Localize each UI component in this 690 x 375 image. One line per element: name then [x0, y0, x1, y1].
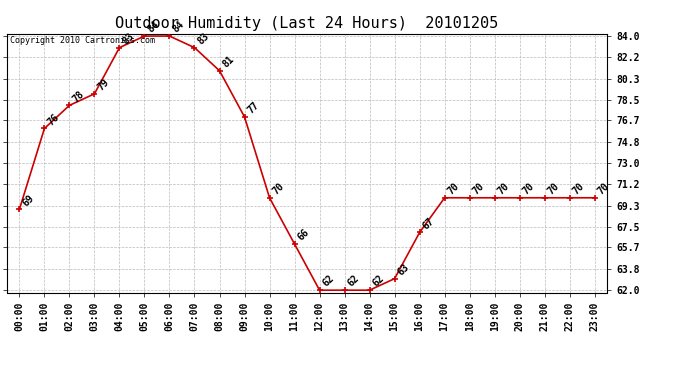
Text: Copyright 2010 Cartronics.com: Copyright 2010 Cartronics.com — [10, 36, 155, 45]
Text: 62: 62 — [371, 273, 386, 289]
Text: 70: 70 — [471, 181, 486, 196]
Text: 67: 67 — [421, 216, 436, 231]
Text: 70: 70 — [521, 181, 536, 196]
Text: 66: 66 — [296, 227, 311, 243]
Text: 70: 70 — [571, 181, 586, 196]
Text: 83: 83 — [121, 31, 136, 46]
Text: 70: 70 — [446, 181, 462, 196]
Text: 84: 84 — [146, 19, 161, 34]
Text: 78: 78 — [71, 88, 86, 104]
Text: 70: 70 — [546, 181, 562, 196]
Text: 69: 69 — [21, 192, 36, 208]
Text: 63: 63 — [396, 262, 411, 277]
Text: 70: 70 — [596, 181, 611, 196]
Text: 76: 76 — [46, 112, 61, 127]
Text: 84: 84 — [171, 19, 186, 34]
Title: Outdoor Humidity (Last 24 Hours)  20101205: Outdoor Humidity (Last 24 Hours) 2010120… — [115, 16, 499, 31]
Text: 79: 79 — [96, 77, 111, 92]
Text: 62: 62 — [346, 273, 362, 289]
Text: 77: 77 — [246, 100, 262, 116]
Text: 62: 62 — [321, 273, 336, 289]
Text: 70: 70 — [271, 181, 286, 196]
Text: 70: 70 — [496, 181, 511, 196]
Text: 83: 83 — [196, 31, 211, 46]
Text: 81: 81 — [221, 54, 236, 69]
